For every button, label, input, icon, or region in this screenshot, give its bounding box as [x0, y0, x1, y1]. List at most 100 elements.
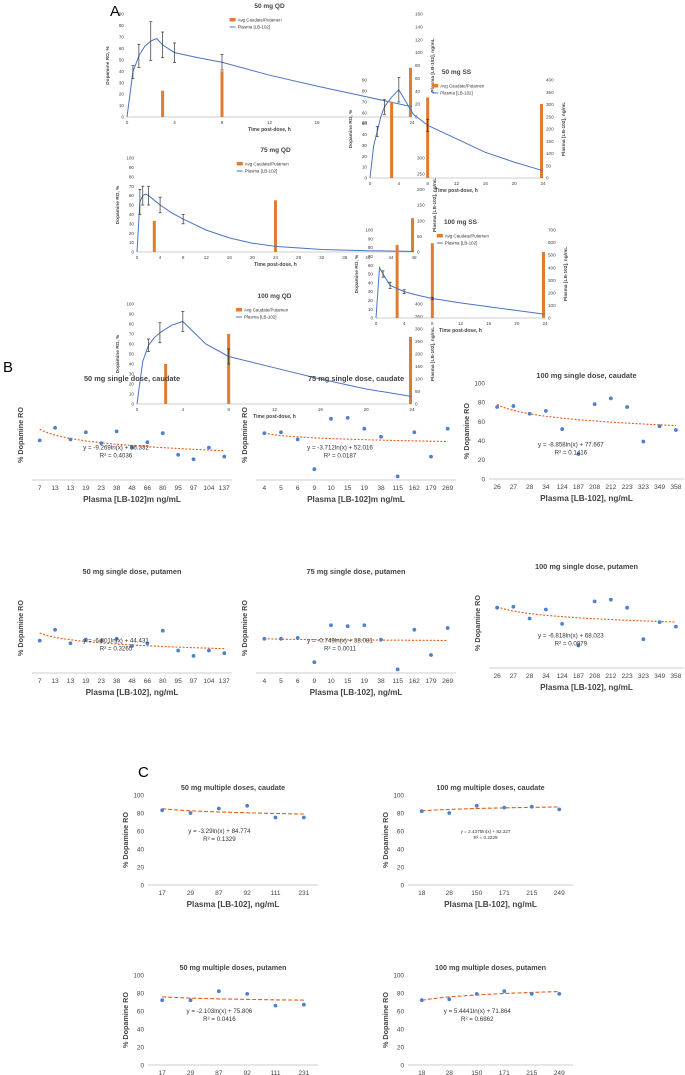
- x-tick-label: 358: [670, 673, 681, 680]
- x-tick-label: 87: [215, 1070, 223, 1075]
- x-tick-label: 20: [364, 407, 370, 412]
- x-tick-label: 24: [409, 120, 415, 125]
- data-point: [560, 622, 565, 626]
- x-tick-label: 92: [243, 890, 251, 897]
- y2-tick-label: 300: [548, 278, 556, 283]
- ro-bar: [409, 67, 412, 117]
- trend-r2: R² = 0.0416: [203, 1016, 236, 1023]
- trend-r2: R² = 0.4036: [100, 452, 133, 459]
- chart-c3: 50 mg multiple doses, putamen 0 20 40 60 80 10…: [121, 963, 318, 1075]
- data-point: [160, 808, 165, 813]
- x-tick-label: 6: [296, 678, 300, 685]
- x-tick-label: 349: [654, 484, 665, 491]
- data-point: [176, 648, 181, 653]
- x-tick-label: 20: [514, 321, 520, 326]
- data-point: [673, 428, 678, 432]
- ro-bar: [395, 244, 399, 318]
- y2-tick-label: 300: [546, 102, 554, 107]
- legend-swatch-bar: [236, 308, 242, 312]
- x-tick-label: 9: [312, 485, 316, 492]
- y-tick-label: 40: [119, 69, 125, 74]
- x-tick-label: 19: [82, 485, 90, 492]
- x-tick-label: 137: [219, 485, 230, 492]
- x-tick-label: 95: [174, 678, 182, 685]
- y-tick-label: 60: [119, 46, 125, 51]
- y2-tick-label: 160: [415, 12, 423, 17]
- data-point: [379, 434, 383, 439]
- trend-equation: y = 2.4375ln(x) + 82.327: [461, 829, 511, 834]
- x-tick-label: 5: [279, 678, 283, 685]
- x-axis-title: Plasma [LB-102]m ng/mL: [83, 495, 181, 504]
- data-point: [419, 809, 424, 814]
- y2-tick-label: 400: [548, 265, 556, 270]
- x-tick-label: 223: [622, 673, 633, 680]
- x-tick-label: 323: [638, 673, 649, 680]
- data-point: [543, 408, 548, 413]
- y-tick-label: 50: [129, 352, 135, 357]
- x-tick-label: 24: [409, 407, 415, 412]
- x-tick-label: 38: [377, 678, 385, 685]
- y-tick-label: 60: [368, 263, 374, 268]
- data-point: [447, 997, 452, 1002]
- data-point: [412, 627, 417, 632]
- x-tick-label: 9: [312, 678, 316, 685]
- x-tick-label: 19: [82, 678, 90, 685]
- x-tick-label: 17: [158, 890, 166, 897]
- ro-bar: [430, 243, 434, 318]
- x-axis-title: Plasma [LB-102], ng/mL: [86, 688, 179, 697]
- y2-tick-label: 150: [417, 203, 425, 208]
- x-tick-label: 13: [51, 485, 59, 492]
- x-tick-label: 5: [279, 485, 283, 492]
- chart-title: 75 mg single dose, caudate: [308, 374, 404, 383]
- y-tick-label: 20: [397, 1044, 405, 1051]
- y-tick-label: 90: [368, 236, 374, 241]
- x-tick-label: 323: [638, 484, 649, 491]
- data-point: [312, 660, 317, 665]
- data-point: [130, 445, 134, 450]
- trend-equation: y = -9.269ln(x) + 56.332: [83, 444, 149, 451]
- y2-tick-label: 250: [417, 171, 425, 176]
- x-tick-label: 16: [486, 321, 492, 326]
- data-point: [188, 998, 193, 1003]
- x-tick-label: 26: [493, 673, 501, 680]
- x-tick-label: 162: [409, 485, 420, 492]
- data-point: [445, 626, 450, 630]
- x-tick-label: 249: [554, 1070, 565, 1075]
- x-axis-title: Time post-dose, h: [439, 328, 482, 334]
- y-tick-label: 20: [368, 298, 374, 303]
- panel-letter-b: B: [3, 359, 13, 376]
- x-tick-label: 150: [471, 1070, 482, 1075]
- x-tick-label: 34: [542, 673, 550, 680]
- y-tick-label: 20: [137, 864, 145, 871]
- trend-equation: y = -6.801ln(x) + 44.431: [83, 637, 149, 644]
- x-tick-label: 249: [554, 890, 565, 897]
- data-point: [502, 805, 507, 810]
- y2-tick-label: 500: [548, 253, 556, 258]
- x-tick-label: 7: [38, 678, 42, 685]
- x-tick-label: 66: [144, 678, 152, 685]
- data-point: [83, 430, 88, 435]
- y-tick-label: 40: [397, 1026, 405, 1033]
- y2-tick-label: 150: [415, 364, 423, 369]
- legend-label: Avg Caudate/Putamen: [244, 307, 289, 312]
- x-axis-title: Time post-dose, h: [435, 188, 478, 194]
- y2-tick-label: 200: [548, 290, 556, 295]
- chart-b2: 75 mg single dose, caudate % Dopamine RO 4…: [240, 374, 456, 504]
- data-point: [191, 654, 196, 658]
- x-tick-label: 28: [446, 1070, 454, 1075]
- x-tick-label: 34: [542, 484, 550, 491]
- x-tick-label: 8: [227, 407, 230, 412]
- data-point: [329, 623, 333, 628]
- y2-tick-label: 100: [546, 151, 554, 156]
- trend-r2: R² = 0.0979: [555, 640, 588, 647]
- x-tick-label: 4: [182, 407, 185, 412]
- data-point: [429, 653, 433, 657]
- data-point: [188, 811, 193, 815]
- x-tick-label: 104: [203, 678, 214, 685]
- data-point: [641, 637, 646, 642]
- chart-a1: 50 mg QD 0 4 8 12 16 20 24 Time post-dose, h 0 10 2…: [105, 3, 436, 133]
- x-tick-label: 28: [526, 673, 534, 680]
- y-tick-label: 100: [133, 792, 144, 799]
- x-tick-label: 269: [442, 485, 453, 492]
- data-point: [608, 597, 613, 602]
